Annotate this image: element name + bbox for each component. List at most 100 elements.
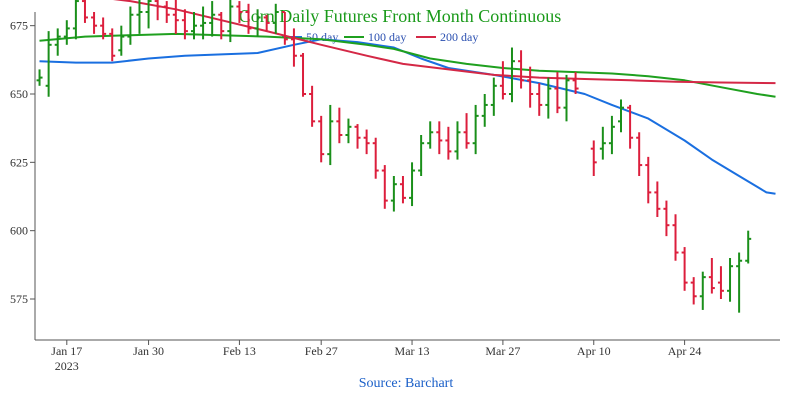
ohlc-bar [554,72,561,114]
x-tick-label: Feb 27 [305,344,338,358]
x-tick-label: Mar 27 [485,344,520,358]
ma50-line [39,38,776,195]
ohlc-bar [54,28,61,56]
ohlc-bar [300,53,307,97]
ohlc-bar [654,181,661,217]
ohlc-bar [527,66,534,108]
ohlc-bar [109,28,116,62]
legend-label-ma100: 100 day [368,30,406,44]
ohlc-bar [36,69,43,86]
ohlc-bar [490,77,497,116]
ohlc-bar [572,72,579,94]
x-tick-label: Feb 13 [223,344,256,358]
ohlc-bar [263,14,270,32]
ohlc-bar [318,115,325,163]
ohlc-bar [645,156,652,204]
y-tick-label: 600 [10,224,28,238]
ohlc-bar [427,121,434,149]
ohlc-bar [200,6,207,40]
legend-label-ma200: 200 day [440,30,478,44]
ohlc-bar [136,0,143,34]
ohlc-bar [745,230,752,264]
ohlc-bar [563,74,570,122]
ohlc-bar [363,129,370,155]
ohlc-bar [454,121,461,160]
ohlc-bar [345,118,352,144]
ohlc-bar [608,115,615,155]
ohlc-bar [418,135,425,176]
ohlc-bar [354,124,361,149]
ohlc-bar [708,258,715,294]
ohlc-bar [218,12,225,40]
ohlc-bar [590,140,597,176]
y-tick-labels: 575 600 625 650 675 [10,19,35,306]
ohlc-bar [154,0,161,21]
ohlc-bar [127,6,134,45]
ohlc-bar [508,47,515,103]
ohlc-bar [372,137,379,179]
ohlc-bar [463,113,470,149]
chart-title: Corn Daily Futures Front Month Continuou… [239,6,562,26]
ohlc-bar [472,104,479,155]
y-tick-label: 575 [10,292,28,306]
ohlc-bar [209,1,216,37]
ohlc-bar [618,99,625,133]
ohlc-bar [118,25,125,56]
ohlc-bar [636,132,643,176]
ohlc-bar [190,12,197,40]
ohlc-bar [690,277,697,305]
x-tick-label: Jan 17 [51,344,82,358]
x-tick-label: Apr 24 [668,344,702,358]
ohlc-bars [36,0,752,313]
ohlc-bar [445,126,452,160]
ohlc-bar [327,104,334,166]
ohlc-bar [272,3,279,34]
ohlc-bar [172,0,179,34]
ohlc-bar [45,31,52,97]
ohlc-bar [518,50,525,89]
y-tick-label: 625 [10,155,28,169]
ohlc-bar [399,176,406,204]
ohlc-bar [309,85,316,127]
ohlc-bar [499,61,506,100]
ohlc-bar [227,0,234,43]
ohlc-bar [717,266,724,299]
ohlc-bar [672,214,679,261]
ma100-line [39,32,776,98]
ohlc-bar [381,165,388,209]
ohlc-bar [436,121,443,155]
y-tick-label: 650 [10,87,28,101]
ohlc-bar [681,247,688,291]
ohlc-bar [336,107,343,144]
ohlc-bar [236,1,243,23]
ma200-line [113,0,776,85]
ohlc-bar [81,0,88,23]
ohlc-bar [545,77,552,119]
ohlc-bar [699,271,706,310]
ohlc-bar [245,3,252,34]
ohlc-bar [181,9,188,40]
x-tick-sublabel: 2023 [55,359,79,373]
source-note: Source: Barchart [359,376,454,391]
ohlc-bar [63,20,70,45]
ohlc-bar [727,258,734,302]
ohlc-bar [627,104,634,149]
ohlc-bar [736,252,743,313]
ohlc-bar [390,176,397,212]
ohlc-bar [290,28,297,67]
ohlc-bar [163,1,170,23]
ohlc-bar [481,94,488,127]
x-tick-label: Jan 30 [133,344,164,358]
ohlc-bar [72,0,79,40]
ohlc-bar [100,17,107,40]
moving-average-lines [39,0,776,195]
x-tick-label: Mar 13 [395,344,430,358]
ohlc-bar [536,83,543,116]
ohlc-bar [409,162,416,207]
ohlc-bar [281,11,288,45]
y-tick-label: 675 [10,19,28,33]
ohlc-bar [254,9,261,37]
ohlc-bar [663,200,670,237]
